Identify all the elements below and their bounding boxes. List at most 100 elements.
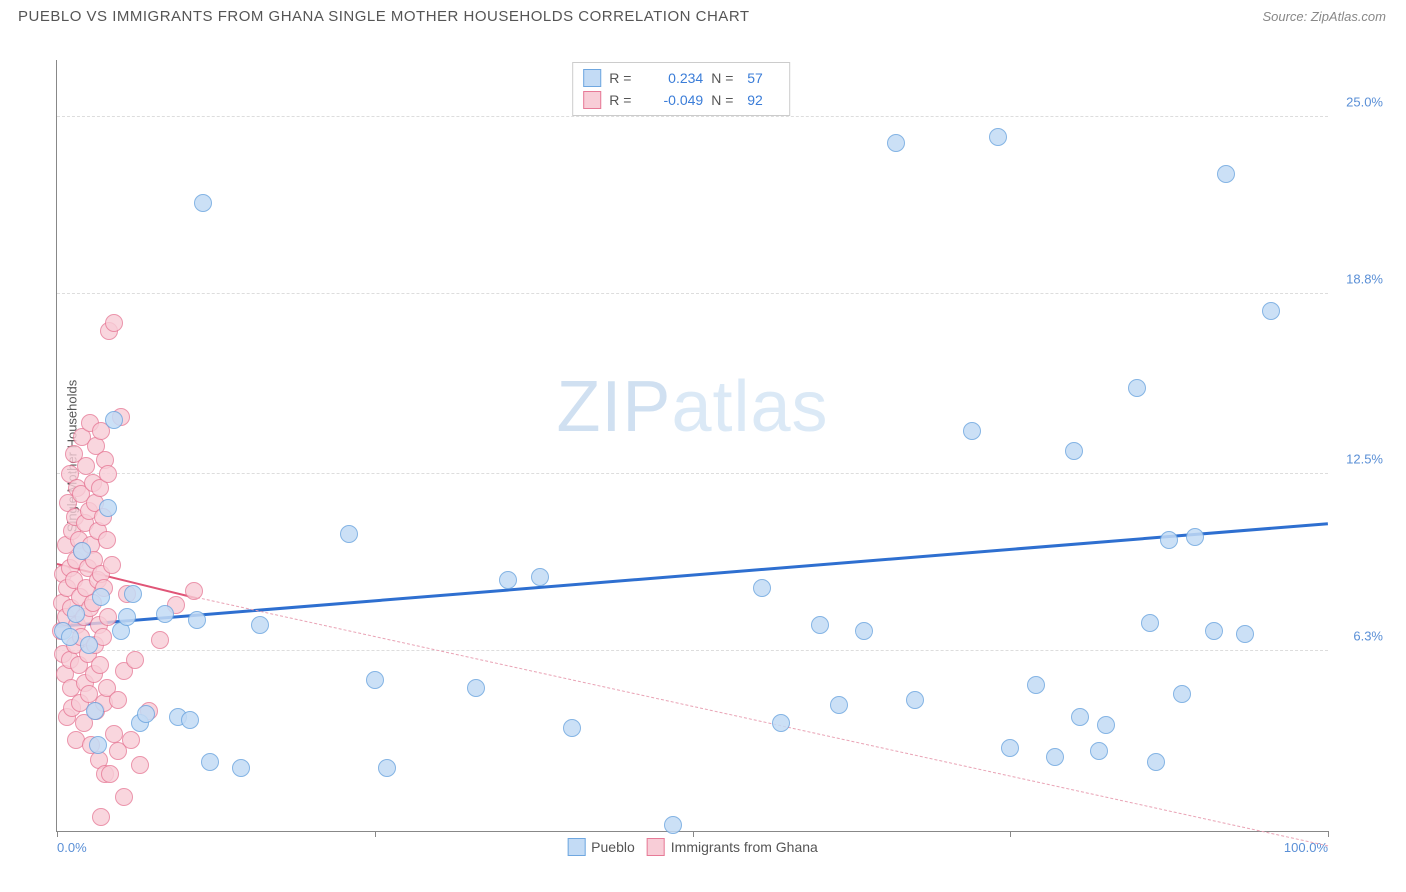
data-point [1071, 708, 1089, 726]
chart-container: Single Mother Households ZIPatlas 6.3%12… [18, 40, 1388, 872]
data-point [1186, 528, 1204, 546]
header: PUEBLO VS IMMIGRANTS FROM GHANA SINGLE M… [0, 0, 1406, 29]
legend-label: Immigrants from Ghana [671, 839, 818, 855]
data-point [103, 556, 121, 574]
n-value: 57 [747, 70, 779, 86]
x-tick [1010, 831, 1011, 837]
stats-row: R =-0.049N =92 [583, 89, 779, 111]
data-point [99, 499, 117, 517]
data-point [86, 702, 104, 720]
data-point [126, 651, 144, 669]
n-value: 92 [747, 92, 779, 108]
data-point [366, 671, 384, 689]
r-value: 0.234 [645, 70, 703, 86]
watermark-bold: ZIP [556, 367, 671, 447]
y-tick-label: 6.3% [1353, 629, 1383, 644]
data-point [181, 711, 199, 729]
data-point [887, 134, 905, 152]
x-tick-label: 100.0% [1284, 840, 1328, 855]
legend-swatch [647, 838, 665, 856]
data-point [105, 725, 123, 743]
source-name: ZipAtlas.com [1311, 9, 1386, 24]
data-point [499, 571, 517, 589]
n-label: N = [711, 92, 739, 108]
x-tick [693, 831, 694, 837]
stats-legend: R =0.234N =57R =-0.049N =92 [572, 62, 790, 116]
data-point [194, 194, 212, 212]
data-point [1097, 716, 1115, 734]
watermark: ZIPatlas [556, 366, 828, 448]
data-point [1090, 742, 1108, 760]
n-label: N = [711, 70, 739, 86]
data-point [118, 608, 136, 626]
data-point [989, 128, 1007, 146]
data-point [105, 314, 123, 332]
data-point [664, 816, 682, 834]
data-point [855, 622, 873, 640]
data-point [185, 582, 203, 600]
data-point [251, 616, 269, 634]
data-point [563, 719, 581, 737]
data-point [188, 611, 206, 629]
chart-title: PUEBLO VS IMMIGRANTS FROM GHANA SINGLE M… [18, 8, 750, 25]
data-point [340, 525, 358, 543]
source-credit: Source: ZipAtlas.com [1262, 9, 1386, 24]
data-point [1147, 753, 1165, 771]
data-point [122, 731, 140, 749]
data-point [1217, 165, 1235, 183]
data-point [109, 691, 127, 709]
legend-swatch [567, 838, 585, 856]
x-tick [57, 831, 58, 837]
data-point [67, 605, 85, 623]
data-point [1046, 748, 1064, 766]
trend-line [197, 597, 1328, 846]
data-point [378, 759, 396, 777]
data-point [1262, 302, 1280, 320]
watermark-thin: atlas [671, 367, 828, 447]
data-point [1160, 531, 1178, 549]
plot-area: ZIPatlas 6.3%12.5%18.8%25.0%0.0%100.0%Pu… [56, 60, 1328, 832]
data-point [830, 696, 848, 714]
data-point [98, 531, 116, 549]
data-point [1128, 379, 1146, 397]
data-point [80, 636, 98, 654]
data-point [92, 808, 110, 826]
r-label: R = [609, 70, 637, 86]
legend-label: Pueblo [591, 839, 635, 855]
data-point [124, 585, 142, 603]
data-point [1001, 739, 1019, 757]
trend-line [57, 523, 1328, 628]
gridline [57, 473, 1328, 474]
data-point [91, 656, 109, 674]
data-point [201, 753, 219, 771]
series-legend: Pueblo Immigrants from Ghana [567, 838, 818, 856]
data-point [811, 616, 829, 634]
data-point [99, 465, 117, 483]
data-point [1205, 622, 1223, 640]
data-point [1027, 676, 1045, 694]
data-point [73, 542, 91, 560]
data-point [131, 756, 149, 774]
data-point [753, 579, 771, 597]
data-point [89, 736, 107, 754]
data-point [1236, 625, 1254, 643]
data-point [156, 605, 174, 623]
data-point [772, 714, 790, 732]
x-tick [1328, 831, 1329, 837]
data-point [906, 691, 924, 709]
data-point [115, 788, 133, 806]
r-value: -0.049 [645, 92, 703, 108]
data-point [1065, 442, 1083, 460]
gridline [57, 293, 1328, 294]
data-point [467, 679, 485, 697]
y-tick-label: 25.0% [1346, 95, 1383, 110]
data-point [531, 568, 549, 586]
data-point [151, 631, 169, 649]
data-point [232, 759, 250, 777]
x-tick [375, 831, 376, 837]
data-point [1173, 685, 1191, 703]
source-label: Source: [1262, 9, 1310, 24]
legend-item: Immigrants from Ghana [647, 838, 818, 856]
data-point [105, 411, 123, 429]
gridline [57, 116, 1328, 117]
